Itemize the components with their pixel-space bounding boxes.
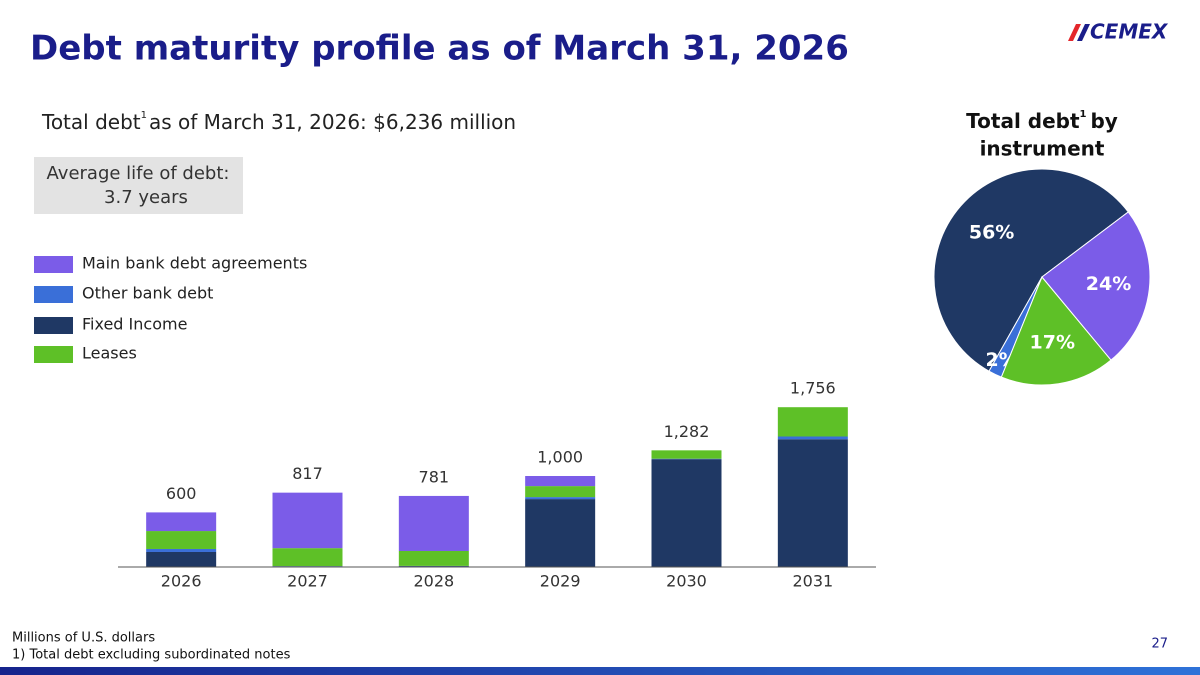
- bar-segment: [777, 407, 848, 437]
- footnote: Millions of U.S. dollars: [12, 631, 155, 646]
- average-life-value: 3.7 years: [104, 187, 188, 208]
- slide-title: Debt maturity profile as of March 31, 20…: [30, 29, 849, 69]
- pie-slice: [1041, 211, 1151, 361]
- pie-label: 56%: [969, 221, 1014, 243]
- legend-swatch: [34, 346, 73, 363]
- bottom-bar: [0, 667, 1200, 675]
- bar-segment: [146, 548, 217, 552]
- bar-segment: [525, 497, 596, 500]
- pie-label: 24%: [1086, 273, 1131, 295]
- logo-mark: [1077, 24, 1090, 41]
- pie-title: instrument: [980, 137, 1105, 161]
- bar-segment: [272, 492, 343, 549]
- bar-segment: [525, 486, 596, 498]
- bar-segment: [146, 531, 217, 549]
- legend-label: Leases: [82, 344, 137, 363]
- logo-mark: [1068, 24, 1081, 41]
- pie-title-rest: by: [1090, 109, 1117, 133]
- pie-title-note: 1: [1080, 109, 1087, 120]
- pie-title: Total debt1 by: [966, 109, 1118, 133]
- legend-label: Main bank debt agreements: [82, 254, 307, 273]
- pie-slice: [1000, 276, 1112, 386]
- subtitle: Total debt1 as of March 31, 2026: $6,236 …: [41, 110, 516, 134]
- total-label: 1,756: [790, 379, 836, 398]
- bar-segment: [398, 550, 469, 566]
- page-number: 27: [1151, 637, 1168, 652]
- logo: CEMEX: [1068, 20, 1169, 44]
- x-tick-label: 2030: [666, 572, 707, 591]
- x-tick-label: 2031: [792, 572, 833, 591]
- total-label: 1,000: [537, 448, 583, 467]
- pie-slice: [933, 168, 1129, 372]
- logo-text: CEMEX: [1090, 20, 1169, 44]
- subtitle-note: 1: [141, 110, 147, 121]
- average-life-label: Average life of debt:: [47, 163, 230, 184]
- x-tick-label: 2027: [287, 572, 328, 591]
- bar-segment: [777, 439, 848, 567]
- subtitle-text: Total debt: [41, 110, 141, 134]
- total-label: 600: [166, 484, 197, 503]
- bar-segment: [525, 499, 596, 567]
- bar-segment: [651, 450, 722, 459]
- subtitle-rest: as of March 31, 2026: $6,236 million: [149, 110, 516, 134]
- pie-label: 17%: [1030, 332, 1075, 354]
- x-tick-label: 2028: [413, 572, 454, 591]
- bar-segment: [651, 459, 722, 567]
- bar-segment: [398, 495, 469, 551]
- bar-segment: [777, 436, 848, 440]
- x-tick-label: 2026: [161, 572, 202, 591]
- pie-title-text: Total debt: [966, 109, 1080, 133]
- average-life-box: [34, 157, 243, 214]
- bar-segment: [146, 551, 217, 567]
- bar-segment: [525, 476, 596, 487]
- bar-segment: [146, 512, 217, 532]
- total-label: 817: [292, 464, 323, 483]
- total-label: 781: [419, 467, 450, 486]
- x-tick-label: 2029: [540, 572, 581, 591]
- legend-label: Other bank debt: [82, 284, 213, 303]
- legend-label: Fixed Income: [82, 315, 187, 334]
- legend-swatch: [34, 317, 73, 334]
- footnote: 1) Total debt excluding subordinated not…: [12, 648, 291, 663]
- total-label: 1,282: [664, 422, 710, 441]
- legend-swatch: [34, 256, 73, 273]
- bar-segment: [272, 548, 343, 567]
- legend-swatch: [34, 286, 73, 303]
